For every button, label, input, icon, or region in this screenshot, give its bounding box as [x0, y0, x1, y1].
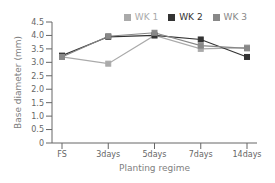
html-text:WK 1: WK 1 [134, 12, 159, 22]
svg-text:3days: 3days [96, 150, 120, 159]
svg-text:2.0: 2.0 [31, 85, 44, 94]
svg-text:7days: 7days [189, 150, 213, 159]
svg-text:2.5: 2.5 [31, 72, 44, 81]
svg-text:4.5: 4.5 [31, 18, 44, 27]
svg-text:1.0: 1.0 [31, 112, 44, 121]
svg-text:Base diameter (mm): Base diameter (mm) [13, 36, 23, 129]
svg-text:1.5: 1.5 [31, 99, 44, 108]
html-text:WK 2: WK 2 [179, 12, 203, 22]
svg-text:0: 0 [39, 139, 44, 148]
svg-text:FS: FS [57, 150, 67, 159]
svg-text:3.0: 3.0 [31, 58, 44, 67]
svg-text:0.5: 0.5 [31, 125, 44, 134]
svg-text:Planting regime: Planting regime [119, 163, 190, 173]
html-text:WK 3: WK 3 [223, 12, 247, 22]
svg-text:5days: 5days [143, 150, 167, 159]
svg-text:14days: 14days [232, 150, 261, 159]
svg-text:3.5: 3.5 [31, 45, 44, 54]
svg-text:4.0: 4.0 [31, 31, 44, 40]
